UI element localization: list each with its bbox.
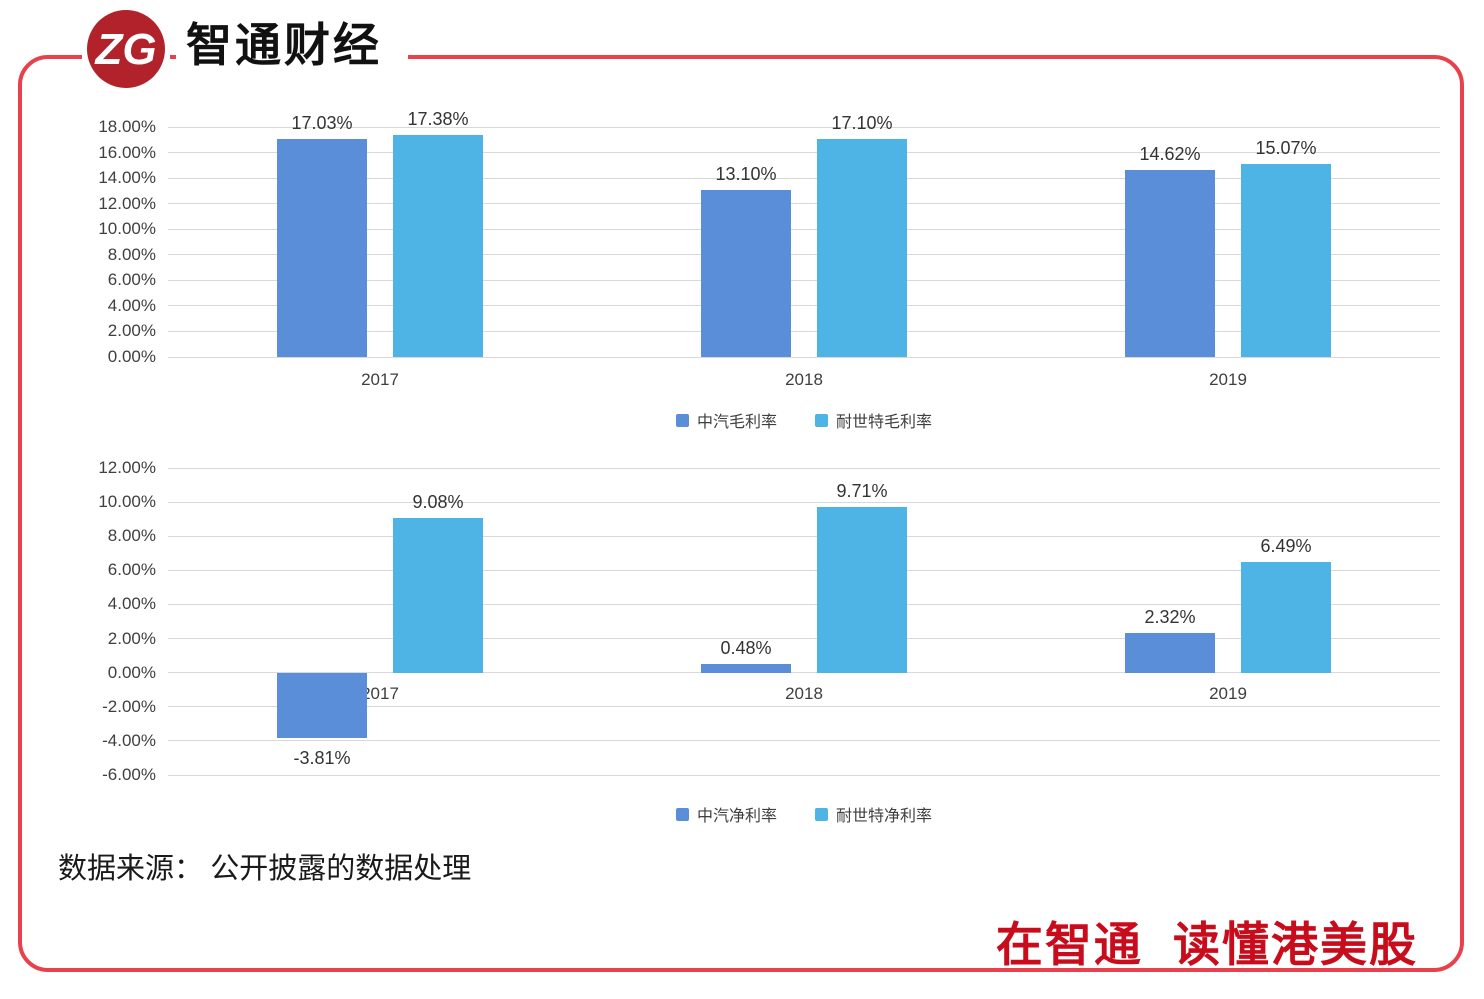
brand-logo-icon: ZG [87, 10, 165, 88]
y-tick-label: 0.00% [107, 347, 156, 366]
legend-label: 耐世特毛利率 [836, 414, 933, 431]
y-tick-label: 6.00% [107, 270, 156, 290]
gridline [168, 774, 1440, 776]
bar-value-label: 14.62% [1139, 144, 1201, 165]
bar-value-label: 15.07% [1255, 138, 1317, 159]
y-tick-label: 10.00% [98, 219, 156, 239]
y-tick-label: 8.00% [107, 526, 156, 546]
gridline [168, 356, 1440, 358]
footer-slogan: 在智通 读懂港美股 [995, 918, 1418, 971]
gridline [168, 638, 1440, 640]
gridline [168, 535, 1440, 537]
bar [1241, 164, 1331, 357]
x-category-label: 2018 [785, 370, 823, 389]
legend-item: 中汽毛利率 [675, 408, 777, 432]
y-tick-label: 6.00% [107, 560, 156, 580]
logo-monogram: ZG [93, 25, 156, 74]
x-category-label: 2019 [1209, 683, 1247, 703]
gridline [168, 126, 1440, 128]
chart-2: 12.00% 10.00% 8.00% 6.00% 4.00% 2.00% 0.00% -2.… [98, 458, 1440, 784]
bar-value-label: 13.10% [715, 163, 777, 184]
legend-swatch [815, 413, 828, 427]
gridline [168, 501, 1440, 503]
y-tick-label: 2.00% [107, 321, 156, 341]
legend-swatch [675, 807, 689, 821]
y-tick-label: 12.00% [98, 193, 156, 213]
x-category-label: 2017 [361, 683, 399, 703]
x-category-label: 2018 [785, 683, 823, 703]
bar [817, 507, 907, 673]
page-border [18, 55, 1464, 972]
bar [393, 517, 483, 673]
legend-item: 耐世特毛利率 [815, 408, 932, 432]
legend: 中汽毛利率 耐世特毛利率 [168, 408, 1440, 432]
y-tick-label: 0.00% [107, 662, 156, 682]
x-category-label: 2017 [361, 370, 399, 389]
bar-value-label: 17.03% [291, 113, 353, 134]
bar-value-label: 17.38% [407, 108, 469, 129]
y-tick-label: -4.00% [102, 730, 156, 750]
gridline [168, 467, 1440, 469]
bar-value-label: 17.10% [831, 112, 893, 133]
gridline [168, 672, 1440, 674]
legend: 中汽净利率 耐世特净利率 [168, 802, 1440, 826]
gridline [168, 279, 1440, 281]
legend-label: 中汽毛利率 [696, 414, 777, 431]
y-tick-label: -6.00% [102, 765, 156, 784]
bar-value-label: 9.71% [836, 481, 888, 502]
bar [701, 189, 791, 357]
gridline [168, 228, 1440, 230]
bar-value-label: 6.49% [1260, 535, 1312, 556]
bar [701, 664, 791, 673]
bar-value-label: 2.32% [1144, 607, 1196, 628]
gridline [168, 177, 1440, 179]
gridline [168, 152, 1440, 154]
bar-value-label: -3.81% [293, 747, 351, 768]
gridline [168, 254, 1440, 256]
gridline [168, 706, 1440, 708]
y-tick-label: 18.00% [98, 117, 156, 136]
bar [1125, 170, 1215, 357]
legend-label: 中汽净利率 [696, 808, 777, 825]
brand-logo: ZG [82, 4, 170, 92]
y-tick-label: 16.00% [98, 142, 156, 162]
bar [1125, 633, 1215, 673]
legend-swatch [815, 807, 828, 821]
y-tick-label: 2.00% [107, 628, 156, 648]
legend-swatch [675, 413, 689, 427]
bar [277, 139, 367, 357]
gridline [168, 740, 1440, 742]
gridline [168, 203, 1440, 205]
y-tick-label: 8.00% [107, 244, 156, 264]
legend-label: 耐世特净利率 [836, 808, 933, 825]
bar [1241, 561, 1331, 673]
gridline [168, 305, 1440, 307]
y-tick-label: 14.00% [98, 168, 156, 188]
x-category-label: 2019 [1209, 370, 1247, 389]
y-tick-label: 12.00% [98, 458, 156, 477]
bar [817, 138, 907, 357]
y-tick-label: 10.00% [98, 492, 156, 512]
y-tick-label: 4.00% [107, 594, 156, 614]
bar [277, 672, 367, 738]
bar-value-label: 0.48% [720, 638, 772, 659]
y-tick-label: -2.00% [102, 696, 156, 716]
brand-title: 智通财经 [176, 16, 408, 77]
legend-item: 中汽净利率 [675, 802, 777, 826]
gridline [168, 603, 1440, 605]
source-note: 数据来源： 公开披露的数据处理 [58, 853, 472, 885]
bar [393, 134, 483, 357]
bar-value-label: 9.08% [412, 491, 464, 512]
y-tick-label: 4.00% [107, 295, 156, 315]
gridline [168, 330, 1440, 332]
chart-1: 18.00% 16.00% 14.00% 12.00% 10.00% 8.00% 6.00%… [98, 109, 1440, 389]
legend-item: 耐世特净利率 [815, 802, 932, 826]
gridline [168, 569, 1440, 571]
